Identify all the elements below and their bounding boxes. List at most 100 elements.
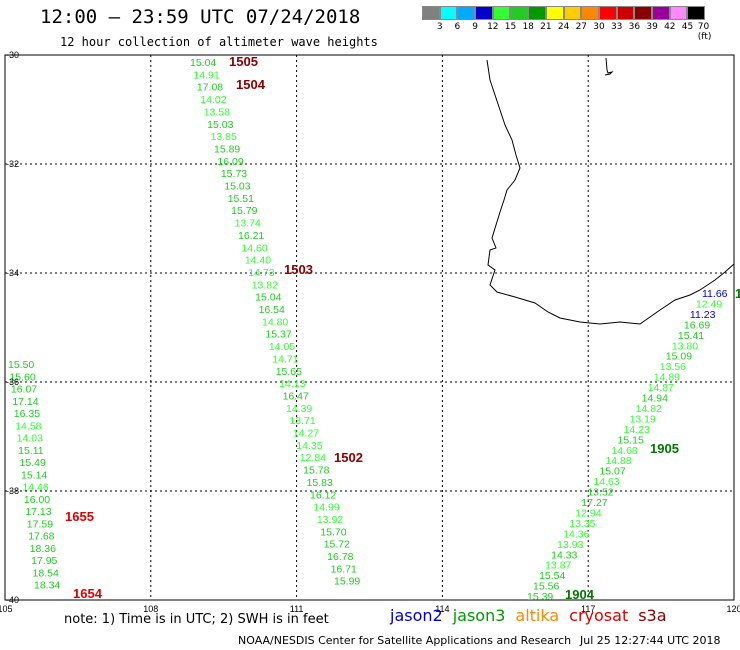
wave-height-value: 14.46 bbox=[22, 482, 48, 494]
wave-height-value: 14.02 bbox=[200, 94, 226, 106]
color-scale-label: 30 bbox=[593, 22, 605, 32]
graticule bbox=[5, 55, 734, 600]
wave-height-value: 12.84 bbox=[300, 452, 326, 464]
longitude-tick-label: 114 bbox=[435, 604, 449, 614]
pass-time-label: 1503 bbox=[284, 262, 313, 277]
wave-height-value: 16.71 bbox=[331, 563, 357, 575]
wave-track-far-west: 15.5015.6016.0717.1416.3514.5814.0315.11… bbox=[8, 359, 60, 592]
color-scale-label: 33 bbox=[610, 22, 623, 32]
wave-height-value: 14.68 bbox=[611, 445, 637, 457]
wave-height-value: 17.95 bbox=[31, 555, 57, 567]
color-scale-cell bbox=[510, 6, 529, 20]
wave-height-value: 14.63 bbox=[593, 476, 619, 488]
latitude-tick-label: -34 bbox=[6, 268, 19, 278]
wave-height-value: 18.54 bbox=[33, 567, 59, 579]
color-scale-label: 24 bbox=[557, 22, 570, 32]
wave-height-value: 14.13 bbox=[279, 378, 305, 390]
wave-height-value: 16.21 bbox=[238, 230, 264, 242]
color-scale-cell bbox=[634, 6, 652, 20]
wave-height-value: 15.54 bbox=[539, 570, 565, 582]
color-scale-cell bbox=[687, 6, 705, 20]
wave-height-value: 13.35 bbox=[569, 518, 595, 530]
wave-height-value: 14.91 bbox=[193, 69, 219, 81]
wave-height-value: 15.65 bbox=[276, 366, 302, 378]
color-scale-label: 12 bbox=[487, 22, 499, 32]
page-subtitle: 12 hour collection of altimeter wave hei… bbox=[60, 35, 378, 49]
map-frame bbox=[4, 54, 735, 601]
longitude-tick-label: 111 bbox=[290, 604, 304, 614]
wave-height-value: 15.37 bbox=[265, 329, 291, 341]
wave-height-value: 15.03 bbox=[224, 181, 250, 193]
wave-height-value: 14.36 bbox=[563, 528, 589, 540]
wave-height-value: 14.71 bbox=[272, 353, 298, 365]
color-scale-label: 18 bbox=[522, 22, 534, 32]
pass-time-label: 1 bbox=[735, 286, 740, 301]
latitude-tick-label: -30 bbox=[6, 50, 19, 60]
wave-height-value: 17.13 bbox=[25, 506, 51, 518]
legend-entry-cryosat: cryosat bbox=[569, 606, 629, 625]
longitude-tick-label: 120 bbox=[726, 604, 740, 614]
wave-height-value: 15.89 bbox=[214, 143, 240, 155]
wave-height-value: 15.07 bbox=[599, 466, 625, 478]
color-scale-cell bbox=[492, 6, 511, 20]
wave-height-value: 13.19 bbox=[630, 413, 656, 425]
wave-height-value: 15.49 bbox=[20, 457, 46, 469]
color-scale-label: 70 (ft) bbox=[697, 22, 712, 42]
wave-height-value: 16.00 bbox=[24, 494, 50, 506]
wave-height-value: 14.58 bbox=[15, 420, 41, 432]
wave-height-value: 15.14 bbox=[21, 469, 47, 481]
color-scale-cell bbox=[669, 6, 688, 20]
color-scale-label: 27 bbox=[575, 22, 588, 32]
credit-line: NOAA/NESDIS Center for Satellite Applica… bbox=[238, 634, 572, 647]
wave-height-value: 11.23 bbox=[690, 309, 716, 321]
wave-height-value: 13.56 bbox=[660, 361, 686, 373]
wave-height-value: 16.35 bbox=[14, 408, 40, 420]
wave-height-value: 14.82 bbox=[636, 403, 662, 415]
wave-height-value: 13.58 bbox=[204, 106, 230, 118]
pass-time-label: 1502 bbox=[334, 450, 363, 465]
wave-height-value: 15.73 bbox=[221, 168, 247, 180]
wave-height-value: 16.78 bbox=[327, 551, 353, 563]
wave-height-value: 12.49 bbox=[696, 298, 722, 310]
wave-height-value: 14.60 bbox=[241, 242, 267, 254]
wave-height-value: 13.93 bbox=[557, 539, 583, 551]
wave-height-value: 15.11 bbox=[18, 445, 44, 457]
wave-track-east: 11.6612.4911.2316.6915.4113.8015.0913.56… bbox=[527, 288, 728, 603]
wave-height-value: 15.50 bbox=[8, 359, 34, 371]
wave-height-value: 16.07 bbox=[11, 384, 37, 396]
wave-height-value: 16.47 bbox=[283, 390, 309, 402]
page-title: 12:00 – 23:59 UTC 07/24/2018 bbox=[40, 6, 361, 28]
longitude-tick-label: 117 bbox=[581, 604, 595, 614]
wave-height-value: 15.56 bbox=[533, 581, 559, 593]
wave-height-value: 18.34 bbox=[34, 580, 60, 592]
satellite-legend: jason2 jason3 altika cryosat s3a bbox=[390, 606, 677, 625]
wave-height-value: 14.39 bbox=[286, 403, 312, 415]
color-scale-cell bbox=[598, 6, 617, 20]
color-scale-cell bbox=[563, 6, 582, 20]
wave-height-value: 15.39 bbox=[527, 591, 553, 603]
wave-height-value: 12.94 bbox=[575, 507, 601, 519]
latitude-tick-label: -32 bbox=[6, 159, 19, 169]
wave-height-value: 15.83 bbox=[307, 477, 333, 489]
legend-entry-s3a: s3a bbox=[638, 606, 667, 625]
wave-height-value: 13.74 bbox=[235, 218, 261, 230]
wave-height-value: 14.73 bbox=[248, 267, 274, 279]
legend-entry-altika: altika bbox=[515, 606, 560, 625]
wave-height-value: 13.85 bbox=[211, 131, 237, 143]
wave-height-value: 15.70 bbox=[320, 526, 346, 538]
wave-height-value: 14.88 bbox=[605, 455, 631, 467]
color-scale-cell bbox=[545, 6, 564, 20]
color-scale-label: 15 bbox=[504, 22, 517, 32]
color-scale-label: 45 bbox=[681, 22, 694, 32]
pass-time-label: 1504 bbox=[236, 77, 266, 92]
wave-height-value: 15.78 bbox=[303, 465, 329, 477]
color-scale-labels: 3 6 9 12 15 18 21 24 27 30 33 36 39 42 45 70 (ft) bbox=[422, 22, 732, 42]
wave-height-value: 18.36 bbox=[30, 543, 56, 555]
wave-height-value: 15.60 bbox=[9, 371, 35, 383]
color-scale-cell bbox=[439, 6, 458, 20]
color-scale-label: 39 bbox=[646, 22, 658, 32]
latitude-labels: -30 -32 -34 -36 -38 -40 bbox=[6, 50, 19, 605]
color-scale-label: 9 bbox=[472, 22, 478, 32]
wave-height-value: 14.87 bbox=[648, 382, 674, 394]
